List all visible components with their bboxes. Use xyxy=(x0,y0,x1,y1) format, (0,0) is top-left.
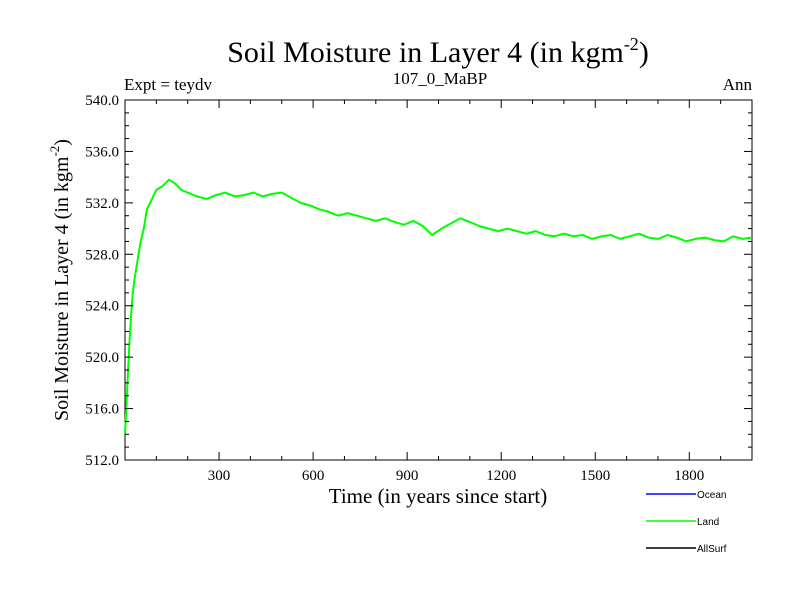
y-axis-label-end: ) xyxy=(51,139,73,146)
series-line-land xyxy=(124,178,753,435)
legend-label-allsurf: AllSurf xyxy=(697,544,727,555)
y-tick-label: 532.0 xyxy=(85,196,119,212)
y-tick-label: 520.0 xyxy=(85,350,119,366)
x-tick-label: 300 xyxy=(208,468,231,484)
x-tick-label: 1800 xyxy=(674,468,704,484)
y-tick-label: 524.0 xyxy=(85,299,119,315)
legend-label-land: Land xyxy=(697,517,719,528)
y-axis-label-main: Soil Moisture in Layer 4 (in kgm xyxy=(51,156,73,421)
y-axis-label: Soil Moisture in Layer 4 (in kgm-2) xyxy=(47,139,73,421)
chart-title-end: ) xyxy=(639,36,649,69)
experiment-label: Expt = teydv xyxy=(124,75,212,94)
y-tick-label: 540.0 xyxy=(85,93,119,109)
season-label: Ann xyxy=(723,75,753,94)
y-axis-ticks: 512.0 516.0 520.0 524.0 528.0 532.0 536.0 540.0 xyxy=(85,93,752,469)
y-axis-label-superscript: -2 xyxy=(47,146,62,157)
x-tick-label: 900 xyxy=(396,468,419,484)
x-axis-ticks: 300 600 900 1200 1500 1800 xyxy=(155,100,722,484)
chart-title-main: Soil Moisture in Layer 4 (in kgm xyxy=(227,36,624,69)
legend-label-ocean: Ocean xyxy=(697,490,726,501)
x-tick-label: 1500 xyxy=(580,468,610,484)
series-layer xyxy=(124,178,753,435)
x-tick-label: 600 xyxy=(302,468,325,484)
y-tick-label: 528.0 xyxy=(85,247,119,263)
y-tick-label: 536.0 xyxy=(85,144,119,160)
age-label: 107_0_MaBP xyxy=(393,69,487,88)
y-tick-label: 512.0 xyxy=(85,453,119,469)
chart-title: Soil Moisture in Layer 4 (in kgm-2) xyxy=(227,34,649,69)
y-tick-label: 516.0 xyxy=(85,402,119,418)
plot-frame xyxy=(124,99,753,461)
x-axis-label: Time (in years since start) xyxy=(329,484,548,508)
x-tick-label: 1200 xyxy=(486,468,516,484)
chart-title-superscript: -2 xyxy=(624,34,639,54)
legend: Ocean Land AllSurf xyxy=(646,490,727,555)
